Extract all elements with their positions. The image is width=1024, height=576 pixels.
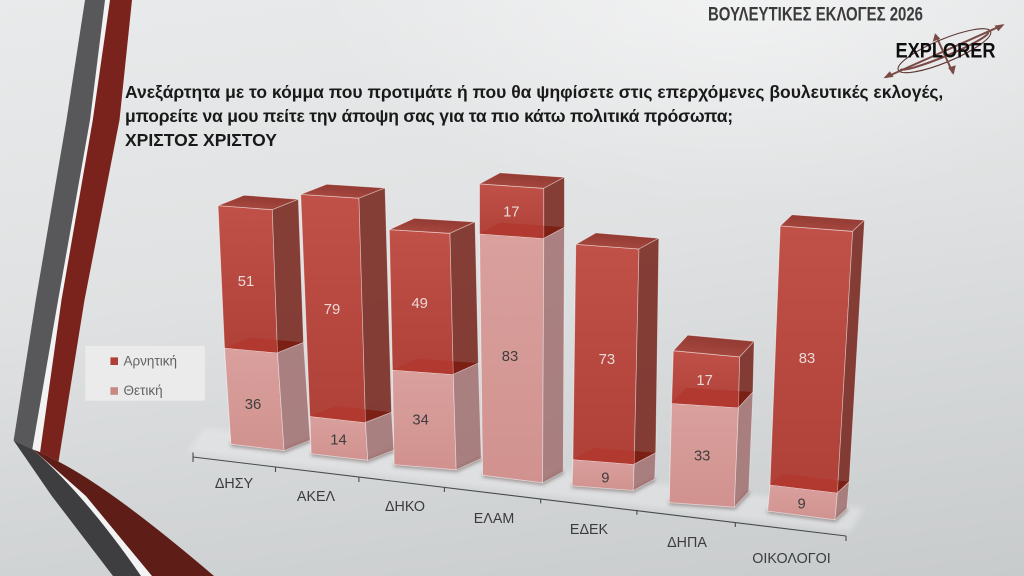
svg-text:ΔΗΣΥ: ΔΗΣΥ <box>215 476 254 492</box>
svg-text:Θετική: Θετική <box>124 383 163 398</box>
svg-text:49: 49 <box>411 296 427 312</box>
svg-text:Αρνητική: Αρνητική <box>124 354 178 369</box>
svg-text:ΕΔΕΚ: ΕΔΕΚ <box>570 522 609 538</box>
svg-text:17: 17 <box>696 373 712 389</box>
svg-text:33: 33 <box>694 448 710 464</box>
svg-text:ΟΙΚΟΛΟΓΟΙ: ΟΙΚΟΛΟΓΟΙ <box>752 551 830 567</box>
svg-text:ΔΗΚΟ: ΔΗΚΟ <box>385 499 425 515</box>
svg-text:ΒΟΥΛΕΥΤΙΚΕΣ ΕΚΛΟΓΕΣ 2026: ΒΟΥΛΕΥΤΙΚΕΣ ΕΚΛΟΓΕΣ 2026 <box>708 4 923 25</box>
svg-text:83: 83 <box>502 349 518 365</box>
svg-text:14: 14 <box>330 432 346 448</box>
svg-text:34: 34 <box>412 413 428 429</box>
svg-text:ΔΗΠΑ: ΔΗΠΑ <box>667 535 707 551</box>
svg-text:83: 83 <box>799 351 815 367</box>
svg-text:ΕΛΑΜ: ΕΛΑΜ <box>474 511 515 527</box>
svg-text:EXPLORER: EXPLORER <box>896 40 996 63</box>
svg-text:73: 73 <box>599 352 615 368</box>
svg-text:51: 51 <box>238 274 254 290</box>
svg-text:79: 79 <box>324 302 340 318</box>
svg-text:9: 9 <box>601 471 609 487</box>
svg-text:9: 9 <box>797 496 805 512</box>
svg-text:36: 36 <box>245 397 261 413</box>
svg-text:ΑΚΕΛ: ΑΚΕΛ <box>297 489 336 505</box>
svg-text:17: 17 <box>503 205 519 221</box>
